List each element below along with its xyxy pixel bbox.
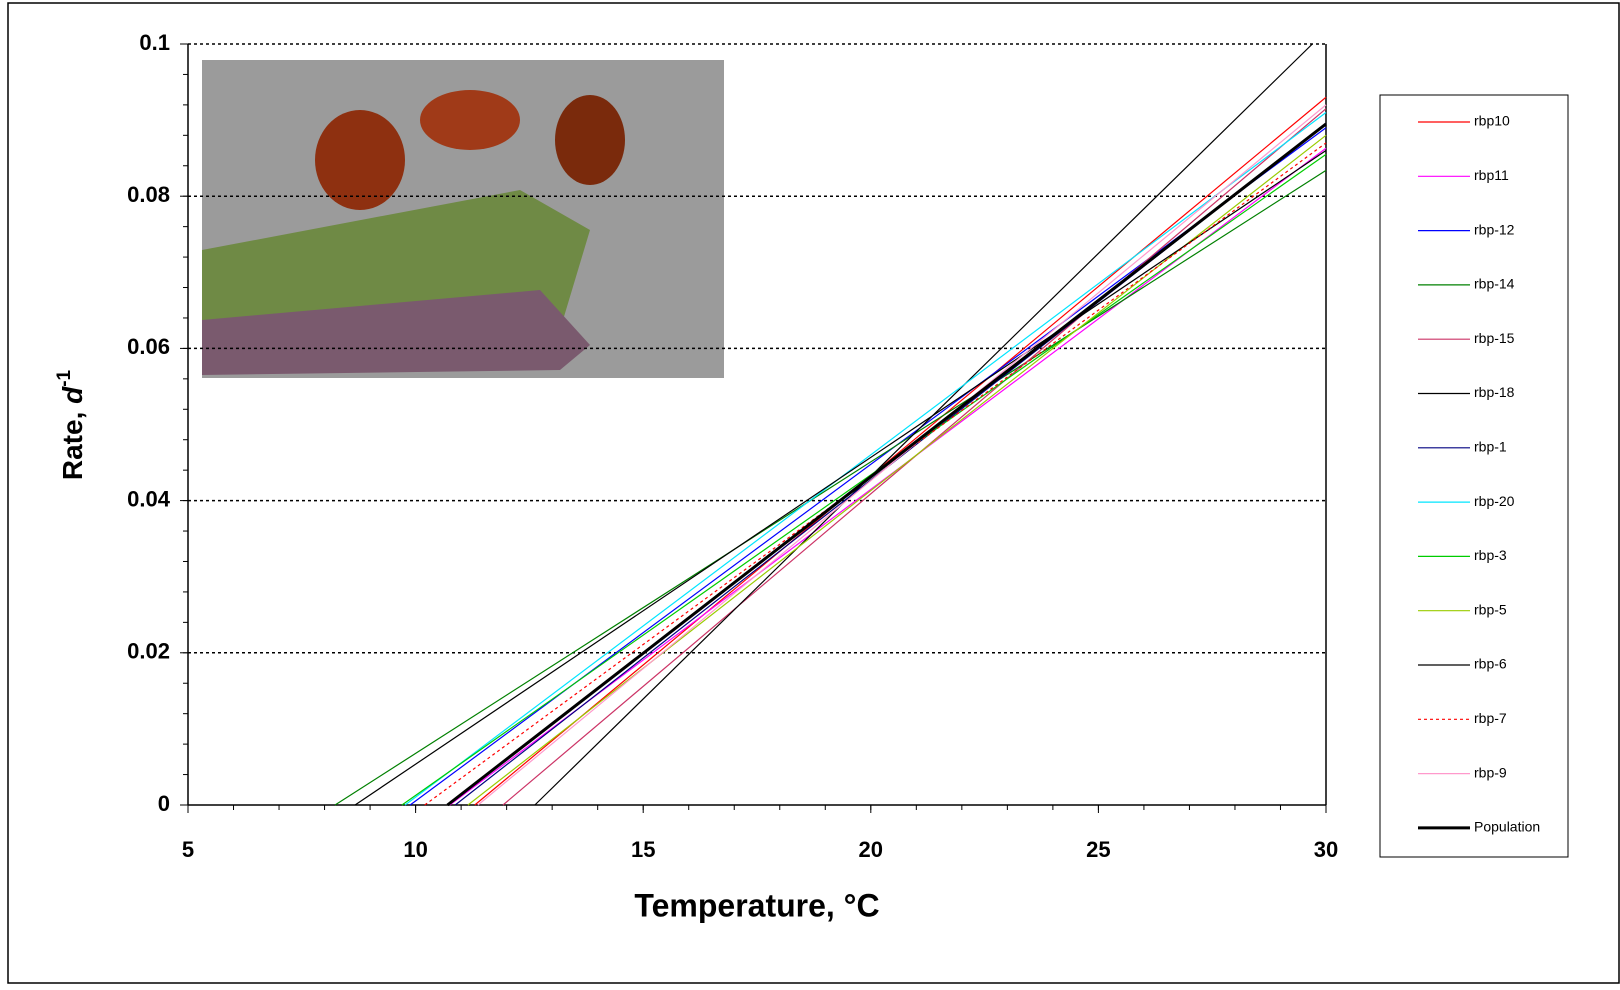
legend-label: rbp-14 xyxy=(1474,276,1515,292)
photo-inset xyxy=(202,60,724,378)
y-axis-title-exponent: -1 xyxy=(54,369,75,386)
x-tick-label: 25 xyxy=(1086,837,1110,862)
y-tick-label: 0.08 xyxy=(127,182,170,207)
legend-label: rbp-20 xyxy=(1474,493,1515,509)
x-tick-label: 5 xyxy=(182,837,194,862)
photo-ant-body xyxy=(315,110,405,210)
legend-label: rbp-7 xyxy=(1474,710,1507,726)
x-tick-label: 10 xyxy=(403,837,427,862)
y-axis-title-text: Rate, xyxy=(57,404,88,480)
photo-ant-head xyxy=(555,95,625,185)
y-axis-title: Rate, d-1 xyxy=(54,369,88,480)
legend-label: rbp11 xyxy=(1474,167,1509,183)
legend-label: rbp-1 xyxy=(1474,439,1507,455)
y-tick-label: 0.02 xyxy=(127,639,170,664)
legend-label: Population xyxy=(1474,819,1540,835)
x-axis-title: Temperature, °C xyxy=(634,887,879,923)
legend-label: rbp-6 xyxy=(1474,656,1507,672)
legend-label: rbp-15 xyxy=(1474,330,1515,346)
legend-label: rbp-9 xyxy=(1474,764,1507,780)
legend-label: rbp-5 xyxy=(1474,601,1507,617)
x-tick-label: 15 xyxy=(631,837,655,862)
y-tick-label: 0 xyxy=(158,791,170,816)
legend-label: rbp-18 xyxy=(1474,384,1515,400)
x-tick-label: 30 xyxy=(1314,837,1338,862)
legend-box xyxy=(1380,95,1568,857)
y-tick-label: 0.1 xyxy=(139,30,170,55)
x-tick-label: 20 xyxy=(859,837,883,862)
legend-label: rbp-3 xyxy=(1474,547,1507,563)
photo-ant-thorax xyxy=(420,90,520,150)
chart: Temperature, °C Rate, d-1 0 0.02 0.04 0.06 0… xyxy=(0,0,1620,985)
y-axis-title-variable: d xyxy=(57,386,88,404)
y-tick-label: 0.04 xyxy=(127,486,171,511)
legend-label: rbp-12 xyxy=(1474,221,1515,237)
y-tick-label: 0.06 xyxy=(127,334,170,359)
legend-label: rbp10 xyxy=(1474,113,1510,129)
